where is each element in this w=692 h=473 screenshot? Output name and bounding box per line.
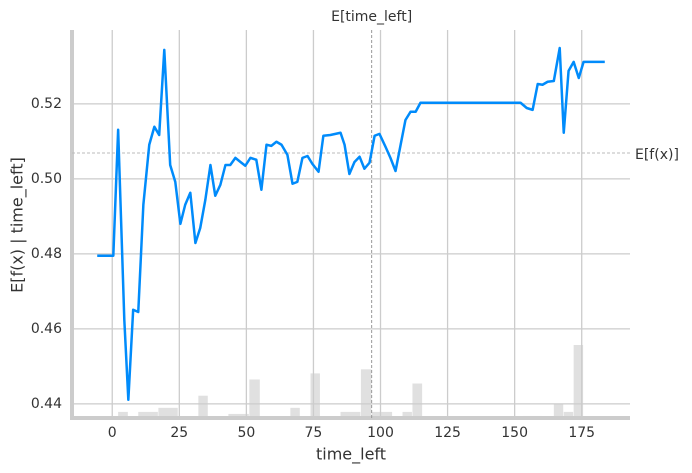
- y-tick-label: 0.50: [31, 171, 62, 187]
- y-tick-label: 0.48: [31, 246, 62, 262]
- histogram-bar: [249, 379, 260, 418]
- x-tick-label: 25: [170, 425, 188, 441]
- line: [97, 46, 605, 401]
- histogram-bar: [158, 407, 178, 418]
- histogram-bar: [573, 345, 584, 418]
- y-tick-label: 0.44: [31, 396, 62, 412]
- histogram-bar: [340, 411, 361, 418]
- x-tick-label: 150: [501, 425, 528, 441]
- histogram-bar: [402, 411, 412, 418]
- histogram-bar: [360, 369, 372, 418]
- histogram-bar: [310, 373, 320, 418]
- histogram-bar: [290, 407, 300, 418]
- left-spine: [70, 30, 74, 420]
- x-tick-label: 175: [568, 425, 595, 441]
- histogram-bar: [563, 411, 574, 418]
- bottom-spine: [72, 416, 630, 420]
- histogram-bar: [412, 383, 423, 418]
- x-tick-label: 125: [434, 425, 461, 441]
- histogram-bar: [553, 403, 564, 418]
- x-tick-label: 50: [237, 425, 255, 441]
- x-tick-label: 75: [305, 425, 323, 441]
- histogram-bar: [371, 411, 393, 418]
- reference-label: E[time_left]: [331, 9, 412, 25]
- histogram-bar: [228, 413, 249, 418]
- histogram-bar: [118, 411, 128, 418]
- y-tick-label: 0.46: [31, 321, 62, 337]
- x-tick-label: 100: [367, 425, 394, 441]
- histogram-bar: [198, 395, 208, 418]
- x-tick-label: 0: [108, 425, 117, 441]
- y-tick-label: 0.52: [31, 96, 62, 112]
- x-axis-label: time_left: [316, 445, 386, 465]
- histogram-bar: [138, 411, 158, 418]
- y-axis-label: E[f(x) | time_left]: [8, 157, 28, 293]
- reference-label: E[f(x)]: [635, 147, 679, 163]
